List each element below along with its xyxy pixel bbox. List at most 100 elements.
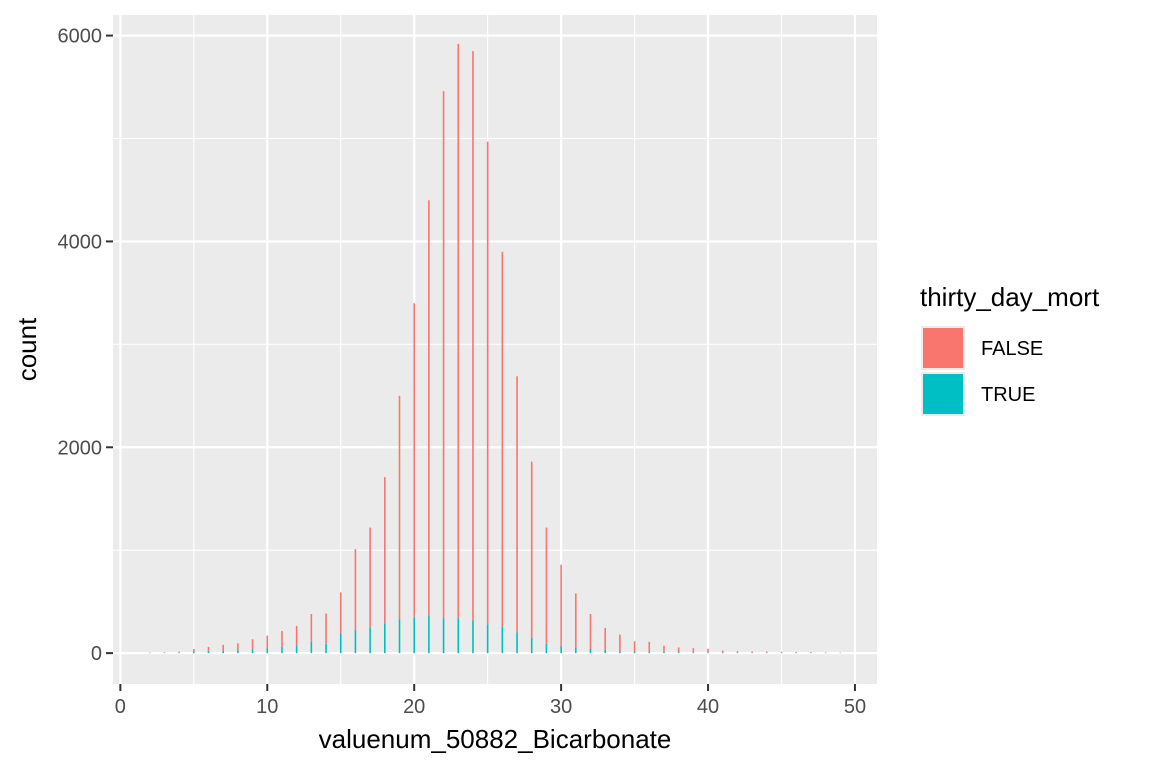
bar-true	[502, 626, 504, 653]
bar-false	[325, 613, 327, 643]
bar-true	[648, 652, 650, 654]
bar-false	[443, 91, 445, 618]
bar-true	[369, 627, 371, 653]
bar-false	[678, 647, 680, 652]
bar-false	[604, 628, 606, 650]
bar-false	[178, 652, 180, 653]
bar-true	[325, 644, 327, 653]
x-tick-label: 40	[697, 696, 719, 718]
bar-true	[281, 647, 283, 653]
bar-false	[296, 626, 298, 646]
bar-false	[384, 477, 386, 623]
bar-false	[781, 652, 783, 653]
bar-false	[413, 303, 415, 617]
bar-false	[516, 376, 518, 632]
bar-false	[560, 565, 562, 646]
legend-label-false: FALSE	[981, 338, 1043, 360]
bar-false	[825, 652, 827, 653]
bar-true	[355, 630, 357, 653]
bar-true	[443, 618, 445, 653]
x-tick-label: 0	[115, 696, 126, 718]
x-tick-label: 20	[403, 696, 425, 718]
bar-false	[222, 645, 224, 651]
bar-true	[311, 642, 313, 653]
bar-false	[502, 252, 504, 627]
bar-true	[178, 653, 180, 654]
bar-false	[531, 462, 533, 638]
bar-false	[164, 652, 166, 653]
bar-true	[707, 652, 709, 653]
bar-false	[722, 650, 724, 652]
legend-key-true	[923, 374, 963, 414]
legend-items: FALSE TRUE	[921, 326, 1043, 416]
bar-true	[693, 652, 695, 653]
bar-true	[384, 623, 386, 653]
legend-title: thirty_day_mort	[920, 282, 1100, 312]
bar-true	[340, 634, 342, 654]
y-tick-label: 6000	[58, 26, 103, 48]
x-tick-label: 10	[256, 696, 278, 718]
x-axis-title: valuenum_50882_Bicarbonate	[319, 724, 672, 754]
bar-false	[399, 396, 401, 619]
bar-false	[487, 142, 489, 625]
bar-true	[428, 616, 430, 653]
bar-false	[472, 51, 474, 620]
bar-false	[663, 646, 665, 652]
bar-true	[266, 648, 268, 653]
bar-false	[810, 652, 812, 653]
y-tick-label: 4000	[58, 231, 103, 253]
bar-true	[634, 652, 636, 654]
bar-false	[369, 528, 371, 628]
plot-panel	[113, 15, 877, 684]
bar-true	[399, 619, 401, 653]
bar-false	[340, 592, 342, 633]
bar-true	[590, 649, 592, 653]
bar-false	[252, 639, 254, 649]
bar-true	[208, 651, 210, 653]
bar-false	[707, 649, 709, 653]
x-tick-label: 50	[844, 696, 866, 718]
bar-true	[722, 653, 724, 654]
bar-true	[546, 644, 548, 653]
bar-true	[604, 650, 606, 653]
bar-true	[222, 651, 224, 654]
bar-true	[560, 646, 562, 653]
bar-true	[472, 620, 474, 653]
bar-true	[193, 652, 195, 654]
bar-true	[663, 652, 665, 653]
bar-true	[487, 624, 489, 653]
bar-false	[266, 636, 268, 649]
bar-true	[737, 653, 739, 654]
bar-true	[516, 633, 518, 654]
bar-false	[634, 641, 636, 651]
bar-false	[546, 528, 548, 644]
bar-false	[795, 652, 797, 653]
bar-false	[575, 593, 577, 648]
bar-false	[311, 614, 313, 642]
bar-true	[457, 618, 459, 653]
legend-label-true: TRUE	[981, 384, 1035, 406]
bar-true	[296, 645, 298, 653]
bar-false	[590, 614, 592, 649]
y-tick-labels: 0 2000 4000 6000	[58, 26, 103, 666]
y-tick-label: 0	[91, 643, 102, 665]
bar-false	[737, 651, 739, 652]
bar-false	[281, 631, 283, 647]
bar-true	[619, 651, 621, 653]
bar-false	[208, 647, 210, 651]
legend: thirty_day_mort FALSE TRUE	[920, 282, 1100, 416]
bar-true	[531, 638, 533, 653]
bar-true	[237, 650, 239, 653]
bar-true	[678, 652, 680, 653]
bar-false	[457, 44, 459, 618]
bar-false	[355, 549, 357, 630]
bar-false	[648, 642, 650, 652]
bar-false	[766, 651, 768, 652]
bar-false	[693, 648, 695, 652]
bar-false	[619, 635, 621, 651]
bar-false	[193, 649, 195, 652]
legend-key-false	[923, 328, 963, 368]
y-tick-label: 2000	[58, 437, 103, 459]
